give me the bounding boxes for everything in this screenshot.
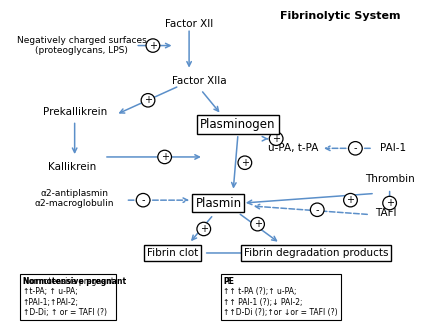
Text: +: + — [144, 95, 152, 105]
Circle shape — [141, 94, 155, 107]
Text: α2-antiplasmin
α2-macroglobulin: α2-antiplasmin α2-macroglobulin — [35, 188, 114, 208]
Circle shape — [238, 156, 252, 170]
Text: +: + — [160, 152, 169, 162]
Text: Normotensive pregnant: Normotensive pregnant — [23, 277, 126, 286]
Circle shape — [146, 39, 160, 52]
Circle shape — [310, 203, 324, 216]
Text: PE
↑↑ t-PA (?);↑ u-PA;
↑↑ PAI-1 (?);↓ PAI-2;
↑↑D-Di (?);↑or ↓or = TAFI (?): PE ↑↑ t-PA (?);↑ u-PA; ↑↑ PAI-1 (?);↓ PA… — [223, 277, 338, 317]
Text: Fibrin clot: Fibrin clot — [147, 248, 198, 258]
Text: +: + — [272, 134, 280, 144]
Text: +: + — [200, 224, 208, 234]
Text: -: - — [141, 195, 145, 205]
Text: TAFI: TAFI — [375, 208, 396, 218]
Text: Normotensive pregnant
↑t-PA; ↑ u-PA;
↑PAI-1;↑PAI-2;
↑D-Di; ↑ or = TAFI (?): Normotensive pregnant ↑t-PA; ↑ u-PA; ↑PA… — [23, 277, 114, 317]
Text: +: + — [347, 195, 354, 205]
Circle shape — [251, 217, 264, 231]
Text: -: - — [316, 205, 319, 215]
Circle shape — [269, 132, 283, 145]
Text: -: - — [354, 143, 357, 153]
Text: Prekallikrein: Prekallikrein — [43, 107, 107, 117]
Circle shape — [344, 193, 358, 207]
Text: Fibrin degradation products: Fibrin degradation products — [244, 248, 388, 258]
Text: u-PA, t-PA: u-PA, t-PA — [268, 143, 318, 153]
Text: Kallikrein: Kallikrein — [48, 162, 96, 171]
Text: Factor XII: Factor XII — [165, 19, 213, 29]
Text: Plasmin: Plasmin — [195, 197, 242, 210]
Text: +: + — [254, 219, 262, 229]
Text: Thrombin: Thrombin — [365, 174, 415, 184]
Circle shape — [136, 193, 150, 207]
Text: +: + — [149, 40, 157, 51]
Circle shape — [348, 141, 362, 155]
Text: Factor XIIa: Factor XIIa — [171, 76, 226, 86]
Circle shape — [158, 150, 171, 164]
Text: Plasminogen: Plasminogen — [200, 118, 276, 131]
Text: +: + — [241, 158, 249, 168]
Circle shape — [383, 196, 396, 210]
Text: PE: PE — [223, 277, 234, 286]
Text: Negatively charged surfaces
(proteoglycans, LPS): Negatively charged surfaces (proteoglyca… — [17, 36, 146, 55]
Text: +: + — [385, 198, 394, 208]
Circle shape — [197, 222, 211, 236]
Text: Fibrinolytic System: Fibrinolytic System — [280, 11, 401, 21]
Text: PAI-1: PAI-1 — [381, 143, 407, 153]
